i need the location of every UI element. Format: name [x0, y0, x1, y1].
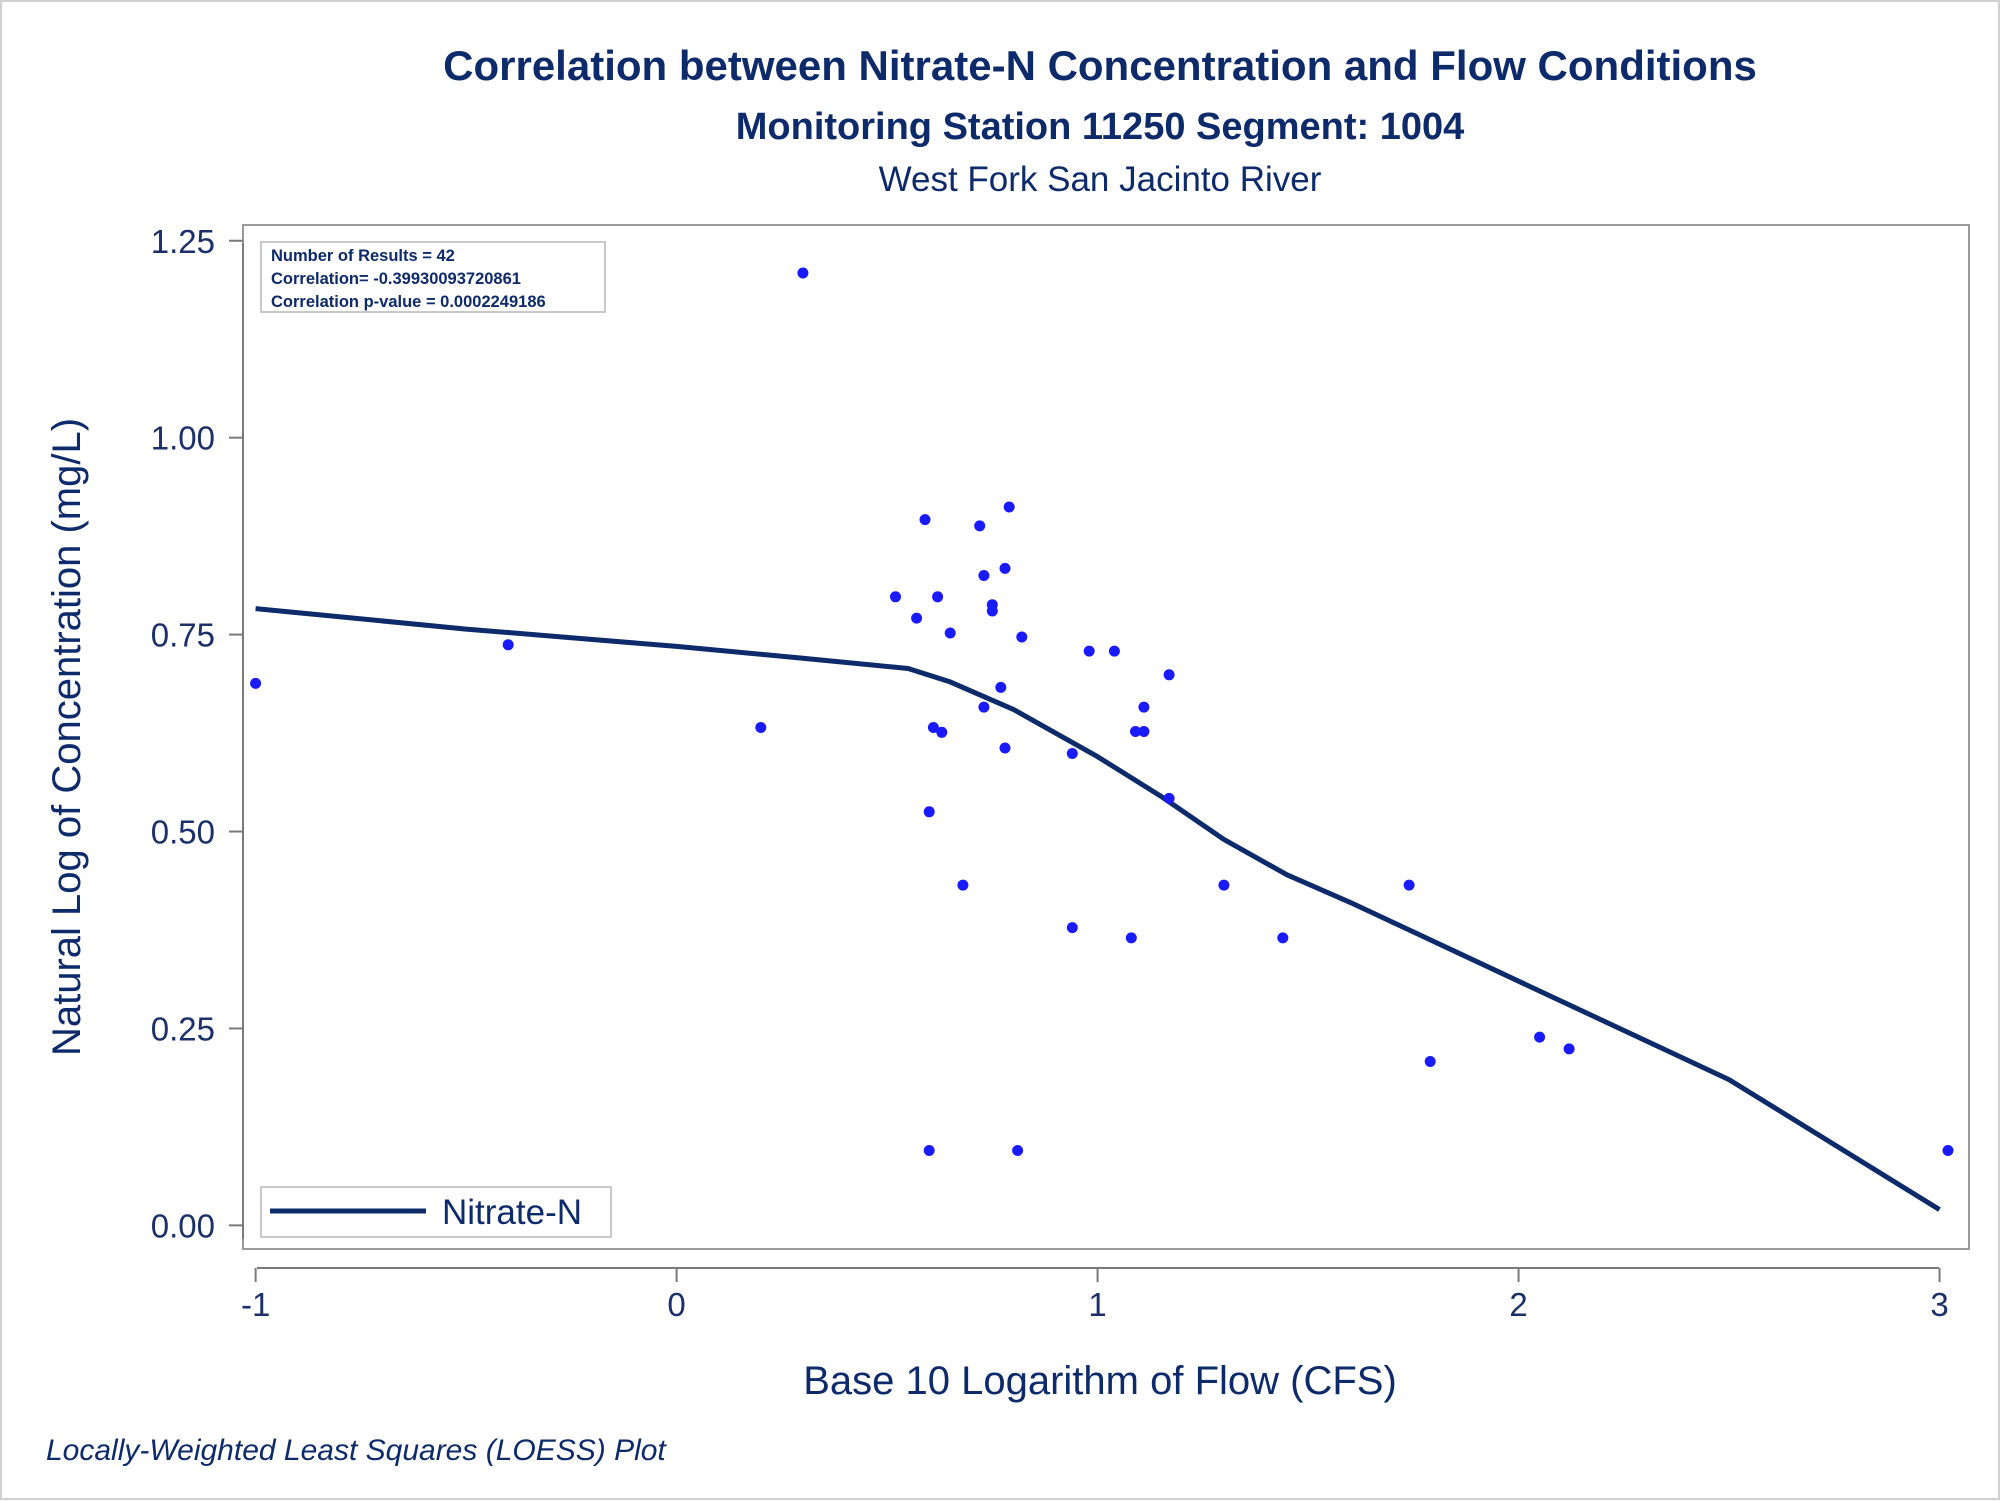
data-point [1066, 922, 1078, 934]
data-point [923, 1145, 935, 1156]
x-tick-label: 1 [1088, 1286, 1106, 1323]
data-point [1108, 645, 1120, 657]
plot-area [242, 224, 1970, 1250]
data-point [1016, 631, 1028, 643]
data-point [890, 591, 901, 603]
data-point [999, 562, 1011, 574]
data-point [932, 591, 944, 603]
legend-label-nitrate-n: Nitrate-N [442, 1193, 582, 1232]
data-point [1083, 645, 1095, 657]
data-point [1125, 932, 1137, 944]
data-point [1563, 1043, 1575, 1055]
data-point [502, 639, 514, 651]
data-point [919, 514, 931, 526]
chart-subtitle-2: West Fork San Jacinto River [879, 160, 1322, 199]
data-point [755, 722, 767, 733]
data-point [1534, 1031, 1546, 1043]
data-point [1003, 501, 1015, 513]
data-point [1163, 792, 1175, 804]
data-point [1012, 1145, 1024, 1156]
chart-footnote: Locally-Weighted Least Squares (LOESS) P… [46, 1434, 667, 1467]
data-point [1277, 932, 1289, 944]
y-tick-label: 1.25 [151, 223, 215, 260]
stats-box-frame [260, 241, 606, 313]
data-point [1163, 669, 1175, 681]
data-point [978, 701, 990, 713]
data-point [974, 520, 986, 532]
stats-number-of-results: Number of Results = 42 [271, 247, 455, 265]
series-line-nitrate-n [255, 606, 1941, 1212]
data-point [1138, 701, 1150, 713]
y-tick-label: 0.50 [151, 814, 215, 851]
data-point [957, 879, 969, 891]
y-tick-label: 0.75 [151, 617, 215, 654]
data-point [1424, 1056, 1436, 1067]
data-point [936, 726, 948, 738]
data-point [250, 677, 262, 689]
data-point [1942, 1145, 1954, 1156]
x-tick-label: 3 [1930, 1286, 1948, 1323]
x-tick-label: -1 [241, 1286, 270, 1323]
data-point [944, 627, 956, 639]
data-point [927, 722, 939, 733]
data-point [1138, 726, 1150, 737]
data-points [250, 267, 1954, 1156]
y-tick-label: 0.25 [151, 1010, 215, 1047]
legend: Nitrate-N [260, 1186, 612, 1238]
data-point [911, 612, 923, 624]
data-point [923, 806, 935, 818]
y-tick-label: 0.00 [151, 1207, 215, 1244]
x-tick-label: 2 [1509, 1286, 1527, 1323]
data-point [995, 681, 1007, 693]
y-tick-label: 1.00 [151, 420, 215, 457]
chart-subtitle: Monitoring Station 11250 Segment: 1004 [736, 106, 1465, 148]
data-point [986, 605, 998, 617]
x-axis-ticks: -1 0 1 2 3 [241, 1268, 1949, 1323]
chart-title: Correlation between Nitrate-N Concentrat… [443, 42, 1757, 89]
data-point [1218, 879, 1230, 891]
data-point [999, 742, 1011, 754]
loess-series [255, 606, 1941, 1212]
data-point [978, 570, 990, 581]
data-point [1066, 748, 1078, 759]
y-axis-label: Natural Log of Concentration (mg/L) [45, 418, 89, 1056]
stats-box: Number of Results = 42 Correlation= -0.3… [260, 241, 606, 313]
stats-correlation: Correlation= -0.39930093720861 [271, 270, 521, 288]
data-point [1403, 879, 1415, 891]
x-axis-label: Base 10 Logarithm of Flow (CFS) [803, 1359, 1397, 1403]
stats-p-value: Correlation p-value = 0.0002249186 [271, 293, 546, 311]
data-point [797, 267, 809, 279]
data-point [1130, 726, 1141, 737]
x-tick-label: 0 [667, 1286, 685, 1323]
y-axis-ticks: 0.00 0.25 0.50 0.75 1.00 1.25 [151, 223, 243, 1244]
